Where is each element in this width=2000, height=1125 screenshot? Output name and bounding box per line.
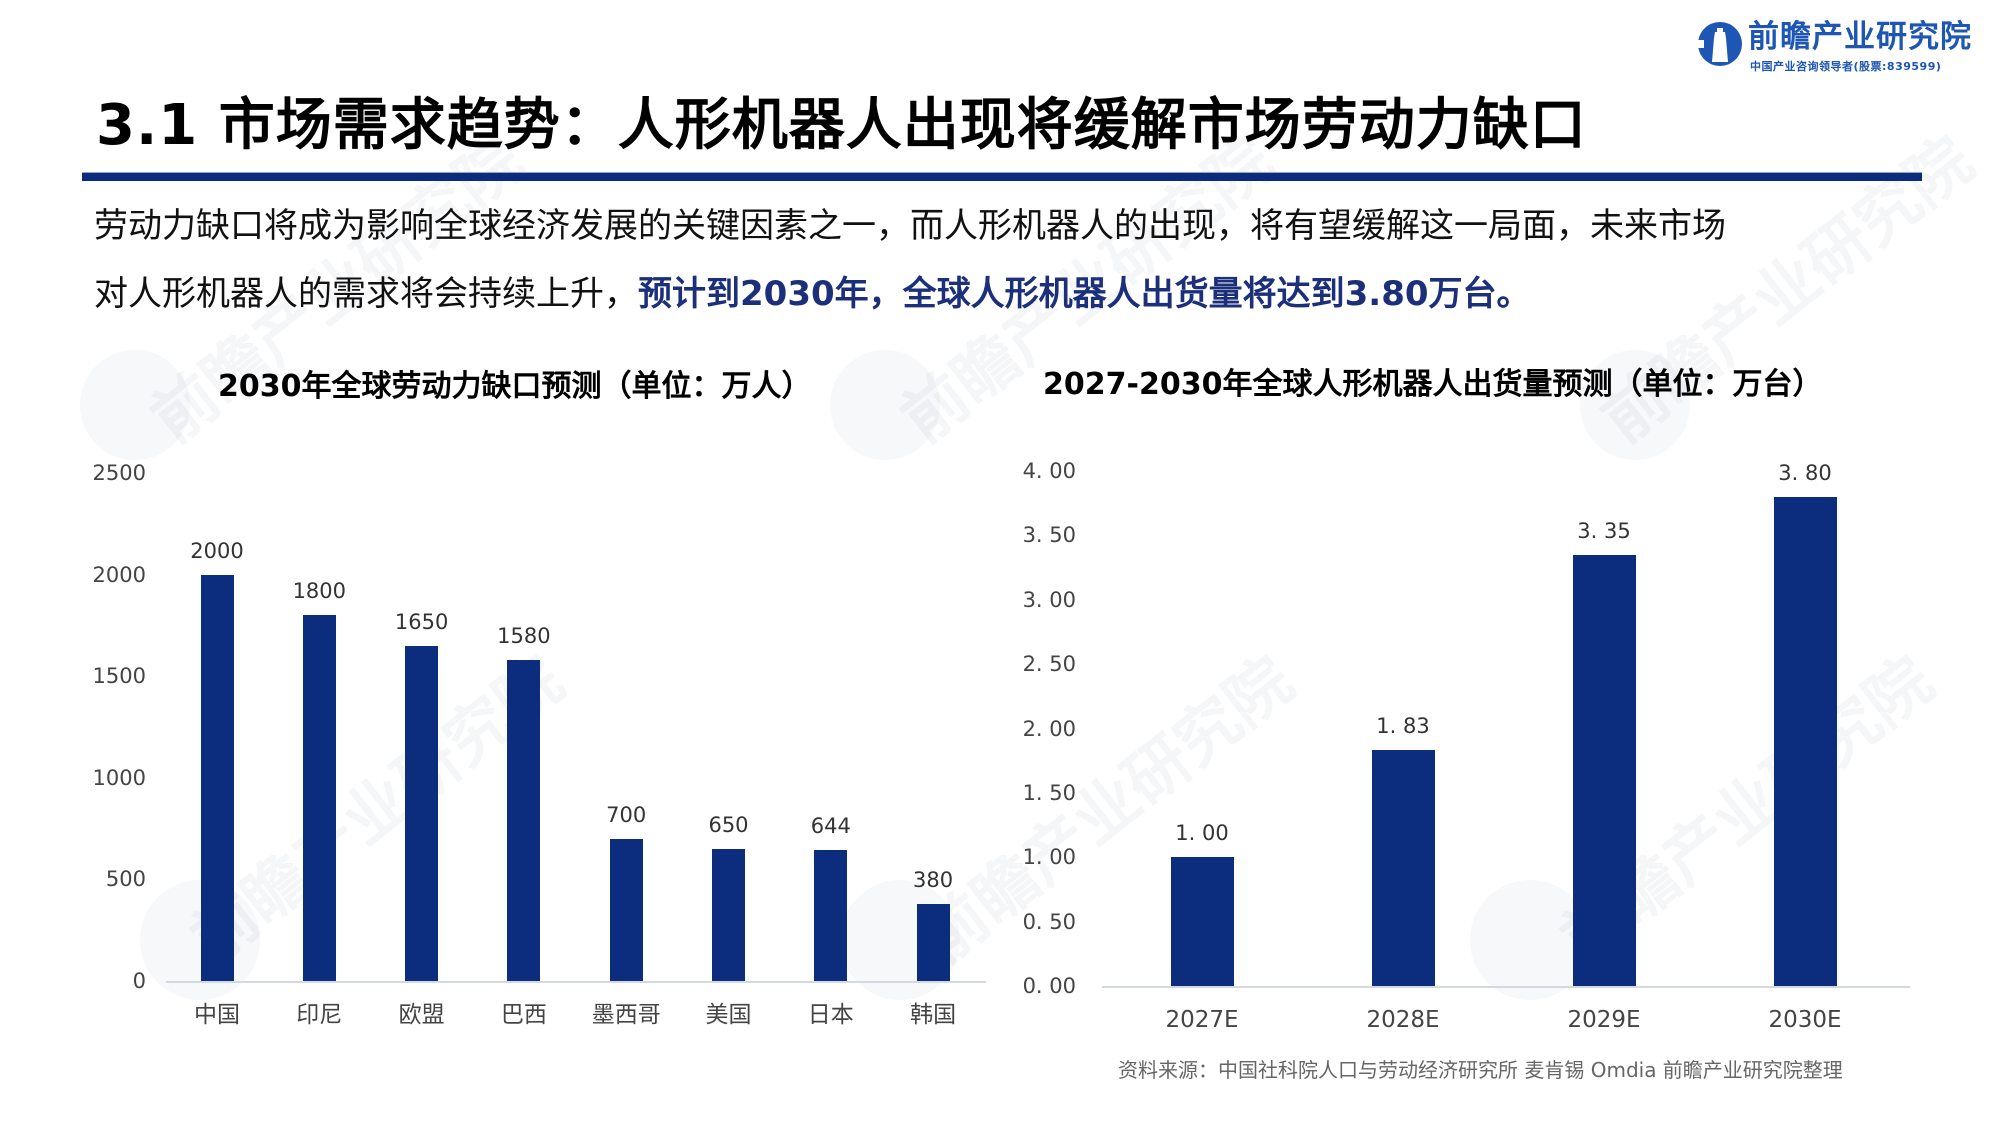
y-axis-tick: 0 [132, 969, 146, 993]
bar [507, 659, 541, 981]
bar-value-label: 1. 83 [1376, 714, 1430, 739]
x-axis-category-label: 2028E [1366, 1007, 1440, 1033]
bar-value-label: 1650 [394, 609, 449, 634]
x-axis-category-label: 2027E [1165, 1007, 1239, 1033]
intro-paragraph: 劳动力缺口将成为影响全球经济发展的关键因素之一，而人形机器人的出现，将有望缓解这… [94, 192, 1934, 328]
lighthouse-logo-icon [1698, 22, 1742, 66]
bar [814, 850, 848, 981]
x-axis-line [166, 981, 986, 983]
bar [405, 645, 439, 981]
y-axis-tick: 2500 [92, 461, 146, 485]
bar [1572, 554, 1636, 986]
intro-line-2: 对人形机器人的需求将会持续上升，预计到2030年，全球人形机器人出货量将达到3.… [94, 260, 1934, 328]
x-axis-category-label: 2030E [1768, 1007, 1842, 1033]
y-axis-tick: 2. 00 [1022, 716, 1076, 741]
y-axis-tick: 1000 [92, 765, 146, 790]
y-axis-tick: 2000 [92, 562, 146, 587]
bar [302, 615, 336, 981]
labor-gap-chart-title: 2030年全球劳动力缺口预测（单位：万人） [218, 369, 812, 404]
y-axis-tick: 1500 [92, 664, 146, 689]
bar-value-label: 650 [708, 812, 749, 837]
bar-value-label: 1580 [497, 623, 551, 648]
x-axis-category-label: 墨西哥 [591, 1002, 661, 1028]
bar [609, 838, 643, 981]
bar-value-label: 2000 [190, 538, 244, 563]
shipment-chart-title: 2027-2030年全球人形机器人出货量预测（单位：万台） [1043, 367, 1823, 402]
y-axis-tick: 1. 00 [1022, 845, 1076, 870]
bar-value-label: 1. 00 [1175, 821, 1229, 846]
bar-value-label: 700 [606, 802, 647, 827]
watermark-logo-circle [830, 350, 940, 460]
y-axis-tick: 0. 00 [1022, 974, 1076, 998]
bar-value-label: 644 [810, 814, 851, 839]
watermark-text: 前瞻产业研究院 [908, 643, 1307, 978]
y-axis-tick: 500 [105, 867, 146, 892]
brand-name: 前瞻产业研究院 [1748, 19, 1972, 55]
y-axis-tick: 3. 00 [1022, 587, 1076, 612]
x-axis-category-label: 印尼 [296, 1002, 343, 1028]
y-axis-tick: 0. 50 [1022, 909, 1076, 934]
x-axis-category-label: 2029E [1567, 1007, 1641, 1033]
brand-logo: 前瞻产业研究院 中国产业咨询领导者(股票:839599) [1698, 18, 1988, 74]
intro-highlight: 预计到2030年，全球人形机器人出货量将达到3.80万台。 [638, 274, 1531, 314]
bar [200, 574, 234, 981]
bar-value-label: 3. 35 [1577, 518, 1631, 543]
title-divider [82, 172, 1922, 181]
x-axis-category-label: 巴西 [500, 1002, 547, 1028]
watermark-logo-circle [80, 350, 190, 460]
bar [916, 903, 950, 981]
brand-tagline: 中国产业咨询领导者(股票:839599) [1750, 60, 1942, 73]
bar-value-label: 1800 [292, 579, 347, 604]
bar [1170, 857, 1234, 986]
x-axis-line [1102, 986, 1910, 988]
source-note: 资料来源：中国社科院人口与劳动经济研究所 麦肯锡 Omdia 前瞻产业研究院整理 [1118, 1058, 1843, 1082]
bar [1371, 750, 1435, 986]
bar-value-label: 380 [913, 867, 954, 892]
intro-line-1: 劳动力缺口将成为影响全球经济发展的关键因素之一，而人形机器人的出现，将有望缓解这… [94, 206, 1726, 246]
x-axis-category-label: 美国 [705, 1002, 752, 1028]
bar-value-label: 3. 80 [1778, 460, 1832, 485]
bar [1773, 496, 1837, 986]
x-axis-category-label: 韩国 [910, 1002, 957, 1028]
page-title: 3.1 市场需求趋势：人形机器人出现将缓解市场劳动力缺口 [96, 93, 1587, 158]
y-axis-tick: 3. 50 [1022, 523, 1076, 548]
y-axis-tick: 1. 50 [1022, 780, 1076, 805]
y-axis-tick: 4. 00 [1022, 459, 1076, 483]
x-axis-category-label: 中国 [194, 1002, 240, 1028]
bar [712, 848, 745, 981]
x-axis-category-label: 欧盟 [398, 1002, 445, 1028]
x-axis-category-label: 日本 [807, 1002, 854, 1028]
y-axis-tick: 2. 50 [1022, 652, 1076, 677]
intro-line-2-text: 对人形机器人的需求将会持续上升， [94, 274, 638, 314]
